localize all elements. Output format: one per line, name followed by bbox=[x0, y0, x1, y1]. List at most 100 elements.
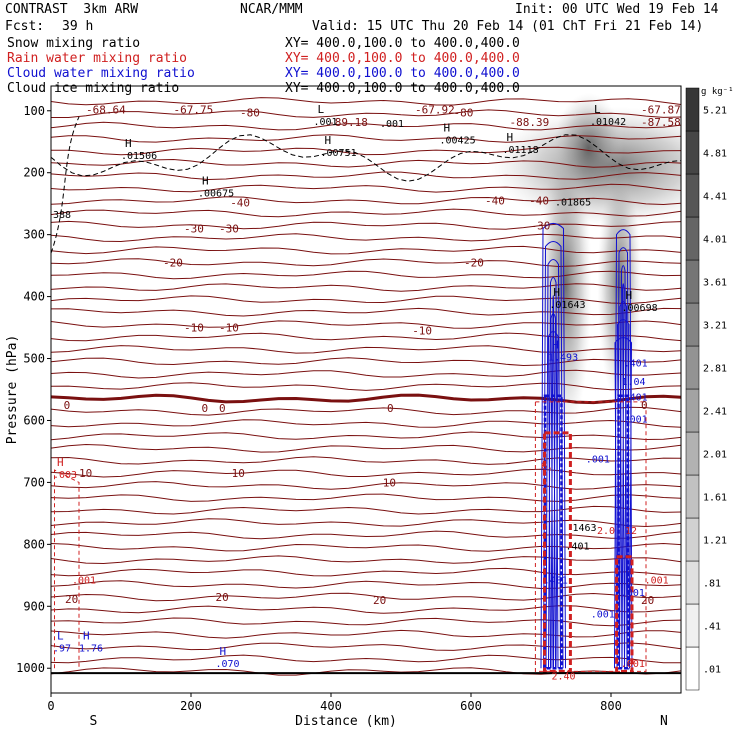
colorbar-segment bbox=[685, 302, 700, 347]
isotherm-line bbox=[51, 431, 681, 441]
temperature-isotherms bbox=[51, 97, 681, 676]
colorbar-label: 1.21 bbox=[703, 536, 727, 547]
field-cloud-water-name: Cloud water mixing ratio bbox=[7, 66, 195, 81]
colorbar-unit: g kg⁻¹ bbox=[701, 87, 734, 97]
cloud-water-contour bbox=[545, 258, 561, 669]
colorbar-segment bbox=[685, 130, 700, 175]
colorbar-segment bbox=[685, 87, 700, 132]
temperature-label: 20 bbox=[65, 593, 78, 606]
valid-time: Valid: 15 UTC Thu 20 Feb 14 (01 ChT Fri … bbox=[312, 19, 704, 34]
extremum-value: 6. bbox=[541, 461, 553, 472]
colorbar-segment bbox=[685, 431, 700, 476]
field-rain-xy: XY= 400.0,100.0 to 400.0,400.0 bbox=[285, 51, 520, 66]
colorbar-label: 4.41 bbox=[703, 192, 727, 203]
isotherm-line bbox=[51, 493, 681, 502]
colorbar-label: .01 bbox=[703, 665, 721, 676]
colorbar-label: 1.61 bbox=[703, 493, 727, 504]
isotherm-line bbox=[51, 518, 681, 528]
cloud-water-contour bbox=[616, 319, 630, 669]
extremum-mark: L bbox=[594, 103, 601, 116]
temperature-label: -10 bbox=[412, 325, 432, 338]
extremum-value: .01506 bbox=[121, 151, 157, 162]
temperature-label: -20 bbox=[163, 257, 183, 270]
extremum-mark: H bbox=[57, 456, 64, 469]
extremum-value: .001 bbox=[586, 455, 610, 466]
extremum-value: .01042 bbox=[590, 117, 626, 128]
isotherm-line bbox=[51, 605, 681, 614]
colorbar-segment bbox=[685, 517, 700, 562]
cloud-water-contours bbox=[540, 222, 633, 670]
extremum-value: .001 bbox=[380, 119, 404, 130]
field-snow-xy: XY= 400.0,100.0 to 400.0,400.0 bbox=[285, 36, 520, 51]
extremum-value: .00425 bbox=[440, 136, 476, 147]
y-tick-label: 500 bbox=[23, 352, 45, 366]
colorbar-label: .41 bbox=[703, 622, 721, 633]
colorbar-label: 4.81 bbox=[703, 149, 727, 160]
isotherm-line bbox=[51, 382, 681, 391]
colorbar-label: 4.01 bbox=[703, 235, 727, 246]
isotherm-line bbox=[51, 183, 681, 193]
cloud-water-contour bbox=[547, 330, 559, 669]
temperature-label: -10 bbox=[219, 322, 239, 335]
extremum-value: .001 bbox=[645, 575, 669, 586]
extremum-mark: H bbox=[125, 137, 132, 150]
extremum-value: 2.40 bbox=[552, 671, 576, 682]
temperature-label: -30 bbox=[219, 222, 239, 235]
isotherm-line bbox=[51, 320, 681, 329]
cloud-water-core bbox=[543, 394, 563, 670]
isotherm-line bbox=[51, 419, 681, 428]
temperature-label: 0 bbox=[64, 399, 71, 412]
cloud-water-contour bbox=[619, 265, 628, 669]
extremum-value: 12 bbox=[625, 526, 637, 537]
temperature-label: -67.87 bbox=[641, 104, 681, 117]
isotherm-line bbox=[51, 629, 681, 639]
x-axis-label: Distance (km) bbox=[295, 714, 397, 729]
y-tick-label: 400 bbox=[23, 290, 45, 304]
extremum-value: .001 bbox=[72, 575, 96, 586]
temperature-label: 20 bbox=[373, 594, 386, 607]
extremum-value: .00751 bbox=[321, 148, 357, 159]
temperature-label: 0 bbox=[387, 402, 394, 415]
org-label: NCAR/MMM bbox=[240, 2, 303, 17]
field-cloud-water-xy: XY= 400.0,100.0 to 400.0,400.0 bbox=[285, 66, 520, 81]
colorbar-segment bbox=[685, 216, 700, 261]
temperature-label: -80 bbox=[454, 107, 474, 120]
colorbar-label: 2.01 bbox=[703, 450, 727, 461]
cloud-water-core bbox=[617, 394, 630, 670]
colorbar-segment bbox=[685, 388, 700, 433]
y-tick-label: 200 bbox=[23, 166, 45, 180]
temperature-label: -67.75 bbox=[174, 104, 214, 117]
isotherm-line bbox=[51, 220, 681, 230]
field-rain-name: Rain water mixing ratio bbox=[7, 51, 188, 66]
cloud-water-contour bbox=[619, 301, 628, 669]
temperature-label: -87.58 bbox=[641, 116, 681, 129]
y-tick-label: 900 bbox=[23, 599, 45, 613]
extremum-mark: H bbox=[626, 289, 633, 302]
isotherm-line bbox=[51, 345, 681, 354]
isotherm-line bbox=[51, 97, 681, 106]
extremum-value: .003 bbox=[53, 470, 77, 481]
snow-contours bbox=[51, 116, 681, 254]
extremum-mark: H bbox=[325, 134, 332, 147]
isotherm-line bbox=[51, 468, 681, 478]
extremum-value: 1463 bbox=[573, 523, 597, 534]
temperature-label: 10 bbox=[232, 467, 245, 480]
y-tick-label: 1000 bbox=[16, 661, 45, 675]
isotherm-line bbox=[51, 357, 681, 367]
temperature-label: 10 bbox=[79, 467, 92, 480]
x-tick-label: 200 bbox=[180, 699, 202, 713]
x-tick-label: 400 bbox=[320, 699, 342, 713]
cloud-water-contour bbox=[540, 222, 566, 669]
plot-frame bbox=[50, 85, 682, 694]
temperature-label: 0 bbox=[641, 399, 648, 412]
extremum-mark: H bbox=[202, 174, 209, 187]
extremum-value: .00698 bbox=[622, 303, 658, 314]
isotherm-line bbox=[51, 642, 681, 651]
isotherm-line bbox=[51, 270, 681, 280]
extremum-value: .401 bbox=[566, 541, 590, 552]
isotherm-line bbox=[51, 171, 681, 181]
field-cloud-ice-xy: XY= 400.0,100.0 to 400.0,400.0 bbox=[285, 81, 520, 96]
extremum-value: 1.493 bbox=[548, 352, 578, 363]
isotherm-line bbox=[51, 580, 681, 590]
